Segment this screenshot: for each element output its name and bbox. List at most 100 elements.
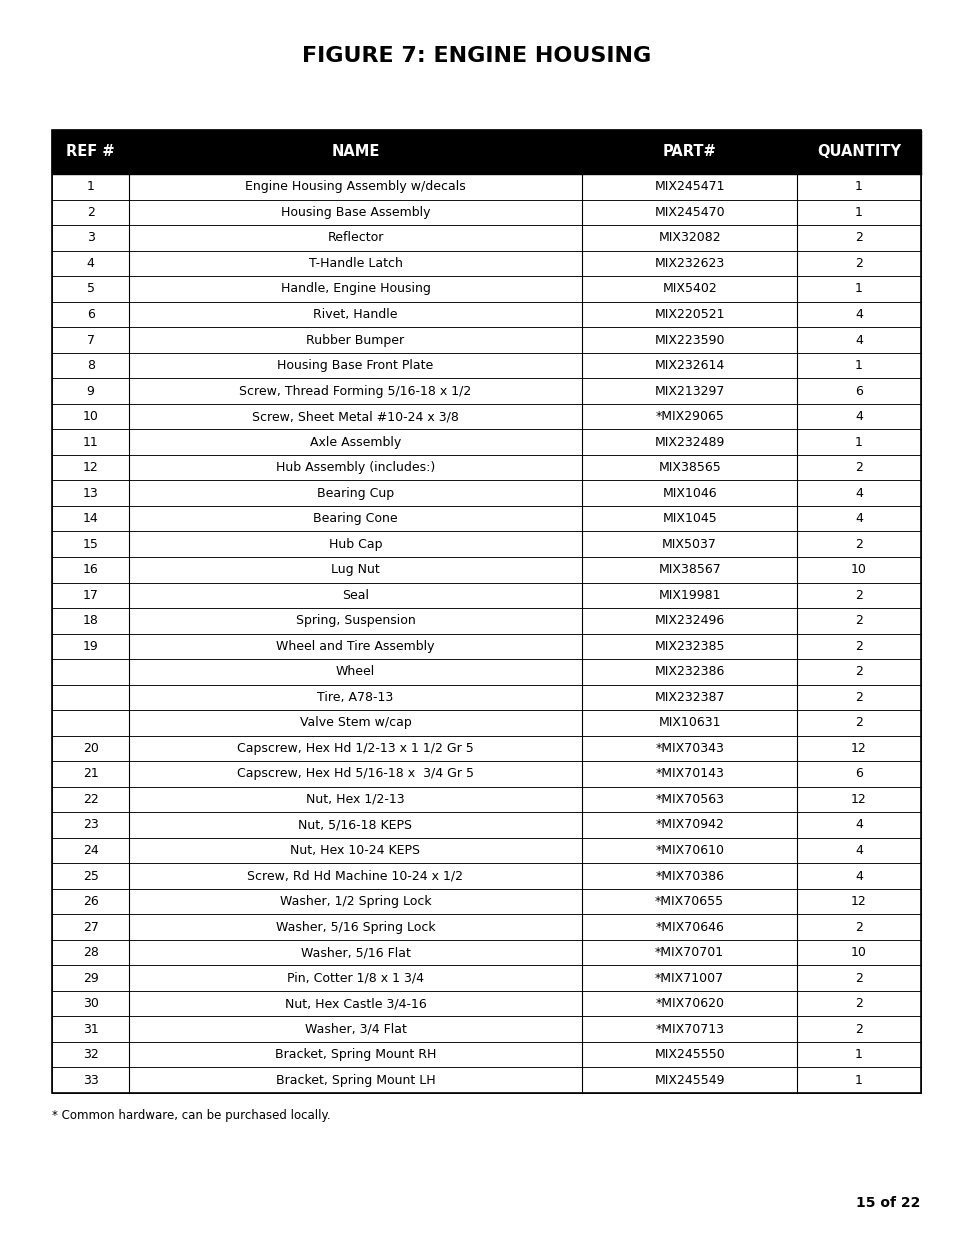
- Text: MIX213297: MIX213297: [654, 384, 724, 398]
- Bar: [52, 583, 920, 608]
- Text: *MIX70655: *MIX70655: [655, 895, 723, 908]
- Text: MIX38565: MIX38565: [658, 461, 720, 474]
- Text: MIX232387: MIX232387: [654, 690, 724, 704]
- Text: 4: 4: [854, 819, 862, 831]
- Text: MIX245471: MIX245471: [654, 180, 724, 194]
- Text: Washer, 5/16 Spring Lock: Washer, 5/16 Spring Lock: [275, 920, 435, 934]
- Text: 33: 33: [83, 1073, 98, 1087]
- Bar: [52, 863, 920, 889]
- Text: 20: 20: [83, 742, 98, 755]
- Text: 14: 14: [83, 513, 98, 525]
- Text: 17: 17: [83, 589, 98, 601]
- Bar: [52, 557, 920, 583]
- Text: MIX19981: MIX19981: [658, 589, 720, 601]
- Bar: [52, 787, 920, 813]
- Text: 15 of 22: 15 of 22: [856, 1197, 920, 1210]
- Text: MIX232489: MIX232489: [654, 436, 724, 448]
- Text: Seal: Seal: [341, 589, 369, 601]
- Text: 9: 9: [87, 384, 94, 398]
- Text: Washer, 3/4 Flat: Washer, 3/4 Flat: [304, 1023, 406, 1036]
- Text: T-Handle Latch: T-Handle Latch: [308, 257, 402, 270]
- Text: Wheel: Wheel: [335, 666, 375, 678]
- Text: Screw, Rd Hd Machine 10-24 x 1/2: Screw, Rd Hd Machine 10-24 x 1/2: [247, 869, 463, 883]
- Bar: [52, 454, 920, 480]
- Text: Screw, Thread Forming 5/16-18 x 1/2: Screw, Thread Forming 5/16-18 x 1/2: [239, 384, 471, 398]
- Bar: [52, 430, 920, 454]
- Text: Washer, 5/16 Flat: Washer, 5/16 Flat: [300, 946, 410, 960]
- Text: 1: 1: [854, 283, 862, 295]
- Text: *MIX70713: *MIX70713: [655, 1023, 723, 1036]
- Text: 6: 6: [854, 767, 862, 781]
- Text: 32: 32: [83, 1049, 98, 1061]
- Text: Rivet, Handle: Rivet, Handle: [313, 308, 397, 321]
- Text: Bearing Cup: Bearing Cup: [316, 487, 394, 500]
- Bar: [52, 378, 920, 404]
- Text: MIX38567: MIX38567: [658, 563, 720, 577]
- Bar: [52, 327, 920, 353]
- Text: *MIX71007: *MIX71007: [655, 972, 723, 984]
- Text: MIX245550: MIX245550: [654, 1049, 724, 1061]
- Bar: [52, 200, 920, 225]
- Text: * Common hardware, can be purchased locally.: * Common hardware, can be purchased loca…: [52, 1109, 331, 1123]
- Text: Hub Assembly (includes:): Hub Assembly (includes:): [275, 461, 435, 474]
- Text: *MIX70942: *MIX70942: [655, 819, 723, 831]
- Text: 7: 7: [87, 333, 94, 347]
- Text: Nut, Hex Castle 3/4-16: Nut, Hex Castle 3/4-16: [284, 997, 426, 1010]
- Text: 12: 12: [850, 793, 866, 806]
- Text: Nut, Hex 10-24 KEPS: Nut, Hex 10-24 KEPS: [290, 844, 420, 857]
- Text: 31: 31: [83, 1023, 98, 1036]
- Text: 16: 16: [83, 563, 98, 577]
- Text: Lug Nut: Lug Nut: [331, 563, 379, 577]
- Text: 1: 1: [87, 180, 94, 194]
- Bar: [52, 837, 920, 863]
- Text: 10: 10: [850, 946, 866, 960]
- Text: Bracket, Spring Mount RH: Bracket, Spring Mount RH: [274, 1049, 436, 1061]
- Text: 2: 2: [854, 716, 862, 730]
- Text: *MIX70620: *MIX70620: [655, 997, 723, 1010]
- Text: Bearing Cone: Bearing Cone: [313, 513, 397, 525]
- Text: 12: 12: [850, 742, 866, 755]
- Text: 2: 2: [854, 640, 862, 653]
- Text: Valve Stem w/cap: Valve Stem w/cap: [299, 716, 411, 730]
- Bar: [52, 506, 920, 531]
- Bar: [52, 225, 920, 251]
- Text: 4: 4: [854, 869, 862, 883]
- Bar: [52, 1067, 920, 1093]
- Text: 4: 4: [854, 844, 862, 857]
- Bar: [52, 1042, 920, 1067]
- Text: MIX5037: MIX5037: [661, 537, 717, 551]
- Text: 11: 11: [83, 436, 98, 448]
- Text: 4: 4: [854, 487, 862, 500]
- Text: 1: 1: [854, 1073, 862, 1087]
- Bar: [52, 659, 920, 684]
- Text: MIX232623: MIX232623: [654, 257, 724, 270]
- Text: QUANTITY: QUANTITY: [816, 144, 900, 159]
- Text: 12: 12: [83, 461, 98, 474]
- Text: 4: 4: [854, 308, 862, 321]
- Text: 2: 2: [854, 257, 862, 270]
- Text: 2: 2: [854, 972, 862, 984]
- Text: 1: 1: [854, 206, 862, 219]
- Text: 19: 19: [83, 640, 98, 653]
- Text: 13: 13: [83, 487, 98, 500]
- Text: 21: 21: [83, 767, 98, 781]
- Text: 28: 28: [83, 946, 98, 960]
- Text: MIX220521: MIX220521: [654, 308, 724, 321]
- Text: 2: 2: [854, 231, 862, 245]
- Text: 4: 4: [854, 333, 862, 347]
- Bar: [52, 130, 920, 1093]
- Text: NAME: NAME: [331, 144, 379, 159]
- Bar: [52, 990, 920, 1016]
- Text: *MIX70143: *MIX70143: [655, 767, 723, 781]
- Text: 10: 10: [850, 563, 866, 577]
- Text: 2: 2: [854, 589, 862, 601]
- Text: REF #: REF #: [67, 144, 115, 159]
- Text: 26: 26: [83, 895, 98, 908]
- Text: PART#: PART#: [662, 144, 716, 159]
- Bar: [52, 1016, 920, 1042]
- Bar: [52, 404, 920, 430]
- Text: Hub Cap: Hub Cap: [329, 537, 382, 551]
- Text: Handle, Engine Housing: Handle, Engine Housing: [280, 283, 430, 295]
- Text: 27: 27: [83, 920, 98, 934]
- Text: MIX245470: MIX245470: [654, 206, 724, 219]
